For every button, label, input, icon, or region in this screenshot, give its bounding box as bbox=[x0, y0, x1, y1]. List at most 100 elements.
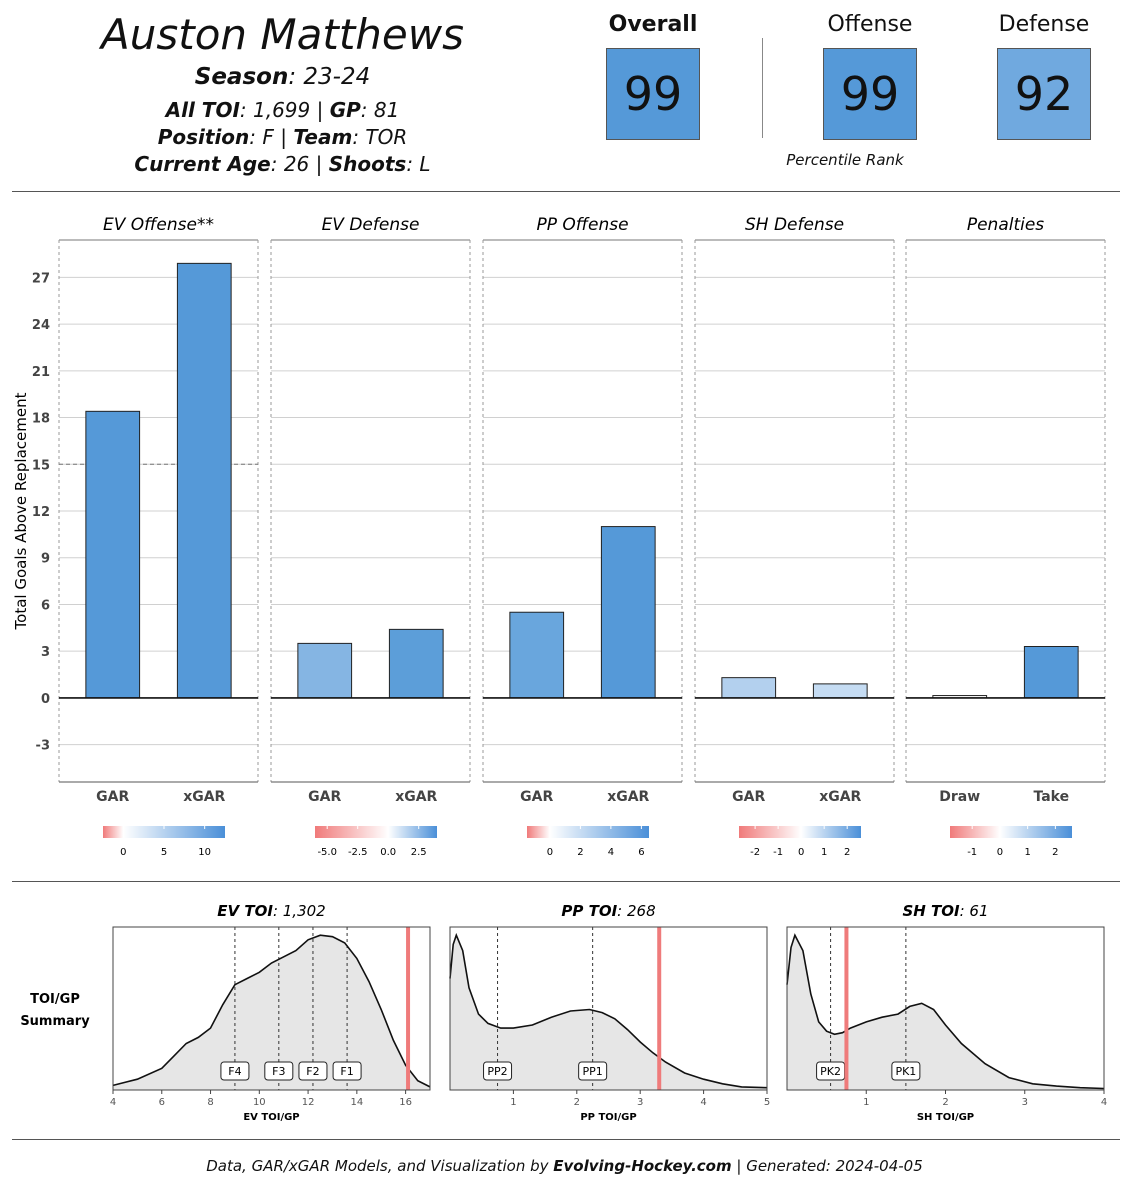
x-tick-label: 6 bbox=[159, 1097, 165, 1108]
line-label: PK2 bbox=[820, 1065, 841, 1078]
legend-tick-label: 0.0 bbox=[380, 847, 396, 858]
position-label: Position bbox=[157, 125, 250, 149]
footer-suffix: | Generated: 2024-04-05 bbox=[731, 1157, 923, 1175]
y-tick-label: 9 bbox=[41, 552, 50, 567]
legend-tick-label: 2 bbox=[844, 847, 850, 858]
y-tick-label: 27 bbox=[32, 271, 50, 286]
legend-tick-label: 5 bbox=[161, 847, 167, 858]
footer-divider bbox=[12, 1139, 1120, 1140]
season-line: Season: 23-24 bbox=[0, 64, 565, 90]
density-title-label: SH TOI bbox=[902, 902, 960, 920]
position-value: : F | bbox=[249, 125, 294, 149]
legend-tick-label: 2.5 bbox=[411, 847, 427, 858]
y-tick-label: 24 bbox=[32, 318, 50, 333]
legend-tick-label: -1 bbox=[967, 847, 977, 858]
legend-colorbar bbox=[103, 826, 225, 838]
y-tick-label: 12 bbox=[32, 505, 50, 520]
legend-colorbar bbox=[739, 826, 861, 838]
rank-separator bbox=[762, 38, 763, 138]
defense-rank-title: Defense bbox=[998, 12, 1090, 37]
line-label-box bbox=[220, 1061, 250, 1081]
legend-tick-label: 1 bbox=[821, 847, 827, 858]
header: Auston Matthews Season: 23-24 All TOI: 1… bbox=[0, 0, 1129, 190]
x-tick-label: GAR bbox=[96, 789, 129, 805]
legend-tick-label: -2.5 bbox=[348, 847, 368, 858]
toi-summary-label-2: Summary bbox=[20, 1014, 90, 1029]
chart-divider bbox=[12, 881, 1120, 882]
bar-gar bbox=[721, 677, 777, 699]
bar-take bbox=[1023, 646, 1079, 699]
x-tick-label: 3 bbox=[1022, 1097, 1028, 1108]
legend-tick-label: 10 bbox=[198, 847, 211, 858]
player-name: Auston Matthews bbox=[101, 10, 464, 59]
legend-colorbar bbox=[527, 826, 649, 838]
x-tick-label: 14 bbox=[350, 1097, 363, 1108]
density-frame bbox=[449, 926, 768, 1091]
x-axis-label: PP TOI/GP bbox=[580, 1112, 636, 1123]
density-ev-toi: EV TOI: 1,302 F4 F3 F2 F1 4 6 8 10 12 14 16 EV TOI/G… bbox=[110, 902, 431, 1123]
legend-tick-label: -5.0 bbox=[317, 847, 337, 858]
line-label: PP1 bbox=[583, 1065, 603, 1078]
legend-tick-label: 0 bbox=[120, 847, 126, 858]
line-label: PK1 bbox=[895, 1065, 916, 1078]
density-curve bbox=[786, 933, 1105, 1090]
shoots-label: Shoots bbox=[328, 152, 407, 176]
density-title: EV TOI: 1,302 bbox=[217, 902, 325, 920]
line-label: F4 bbox=[228, 1065, 241, 1078]
legend-tick-label: 0 bbox=[547, 847, 553, 858]
line-label: F2 bbox=[306, 1065, 319, 1078]
density-title-value: : 61 bbox=[960, 902, 989, 920]
legend-tick-label: -2 bbox=[750, 847, 760, 858]
x-tick-label: Take bbox=[1033, 789, 1069, 805]
density-curve bbox=[112, 934, 431, 1088]
x-tick-label: 2 bbox=[574, 1097, 580, 1108]
overall-rank-box: 99 bbox=[606, 48, 700, 140]
line-label-box bbox=[332, 1061, 362, 1081]
bar-gar bbox=[509, 611, 565, 699]
density-pp-toi: PP TOI: 268 PP2 PP1 1 2 3 4 5 PP TOI/GP bbox=[449, 902, 770, 1123]
line-label-box bbox=[578, 1061, 608, 1081]
y-tick-label: -3 bbox=[36, 739, 50, 754]
x-tick-label: GAR bbox=[520, 789, 553, 805]
y-tick-label: 0 bbox=[41, 692, 50, 707]
toi-summary-label: TOI/GP bbox=[30, 992, 80, 1007]
panel-ev-offense: EV Offense** GAR xGAR 0 5 10 bbox=[58, 215, 259, 858]
x-tick-label: xGAR bbox=[607, 789, 649, 805]
bar-xgar bbox=[812, 683, 868, 699]
x-tick-label: GAR bbox=[732, 789, 765, 805]
density-area bbox=[450, 935, 767, 1090]
x-tick-label: 5 bbox=[764, 1097, 770, 1108]
x-tick-label: 8 bbox=[207, 1097, 213, 1108]
toi-value: : 1,699 | bbox=[239, 98, 330, 122]
x-tick-label: 1 bbox=[510, 1097, 516, 1108]
x-tick-label: 4 bbox=[700, 1097, 706, 1108]
x-tick-label: xGAR bbox=[183, 789, 225, 805]
density-area bbox=[787, 935, 1104, 1090]
density-sh-toi: SH TOI: 61 PK2 PK1 1 2 3 4 SH TOI/GP bbox=[786, 902, 1107, 1123]
panel-title: Penalties bbox=[967, 215, 1044, 235]
panel-penalties: Penalties Draw Take -1 0 1 2 bbox=[905, 215, 1106, 858]
panel-title: PP Offense bbox=[536, 215, 628, 235]
bar-xgar bbox=[388, 628, 444, 699]
panel-pp-offense: PP Offense GAR xGAR 0 2 4 6 bbox=[482, 215, 683, 858]
toi-gp-line: All TOI: 1,699 | GP: 81 bbox=[0, 98, 565, 122]
panel-title: EV Offense** bbox=[103, 215, 214, 235]
y-tick-label: 3 bbox=[41, 645, 50, 660]
line-label-box bbox=[891, 1061, 921, 1081]
gp-value: : 81 bbox=[360, 98, 400, 122]
x-tick-label: 10 bbox=[253, 1097, 266, 1108]
legend-tick-label: -1 bbox=[773, 847, 783, 858]
x-tick-label: xGAR bbox=[395, 789, 437, 805]
y-tick-label: 15 bbox=[32, 458, 50, 473]
legend-colorbar bbox=[950, 826, 1072, 838]
team-value: : TOR bbox=[352, 125, 408, 149]
age-value: : 26 | bbox=[270, 152, 329, 176]
bar-xgar bbox=[176, 262, 232, 699]
density-curve bbox=[449, 932, 768, 1089]
season-value: : 23-24 bbox=[288, 64, 371, 90]
panel-sh-defense: SH Defense GAR xGAR -2 -1 0 1 2 bbox=[694, 215, 895, 858]
bar-xgar bbox=[600, 526, 656, 699]
x-axis-label: EV TOI/GP bbox=[243, 1112, 299, 1123]
line-label-box bbox=[298, 1061, 328, 1081]
defense-rank-box: 92 bbox=[997, 48, 1091, 140]
